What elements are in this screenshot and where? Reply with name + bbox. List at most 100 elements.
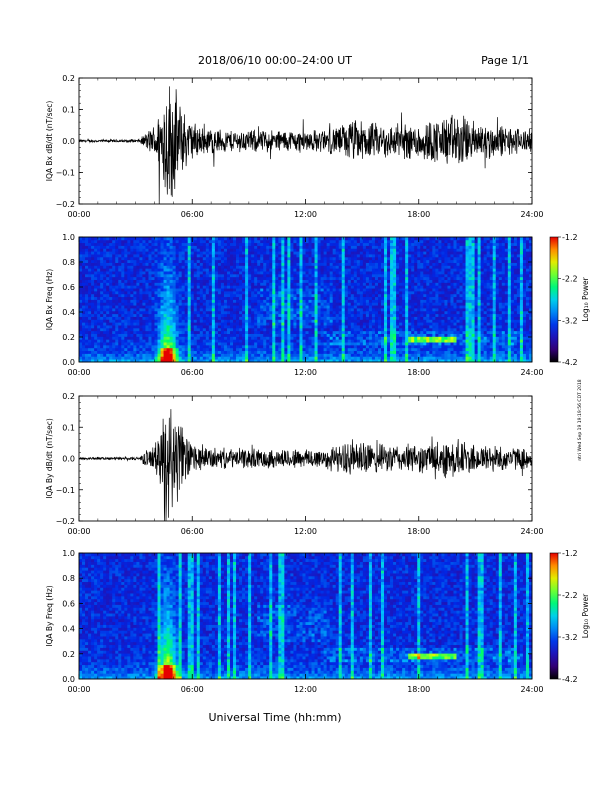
heatmap-cell — [106, 293, 110, 298]
heatmap-cell — [390, 353, 394, 357]
heatmap-cell — [196, 322, 201, 326]
heatmap-cell — [94, 259, 98, 263]
heatmap-cell — [181, 285, 186, 289]
heatmap-cell — [193, 319, 198, 323]
heatmap-cell — [359, 299, 364, 303]
heatmap-cell — [344, 248, 349, 252]
heatmap-cell — [377, 313, 382, 317]
heatmap-cell — [82, 259, 86, 263]
heatmap-cell — [281, 242, 285, 246]
heatmap-cell — [88, 271, 92, 275]
heatmap-cell — [260, 310, 264, 315]
heatmap-cell — [82, 251, 86, 255]
heatmap-cell — [356, 288, 361, 292]
heatmap-cell — [356, 248, 361, 252]
heatmap-cell — [175, 327, 180, 332]
heatmap-cell — [350, 359, 355, 363]
heatmap-cell — [323, 322, 328, 326]
heatmap-cell — [402, 296, 406, 300]
heatmap-cell — [230, 285, 234, 289]
heatmap-cell — [130, 282, 134, 286]
heatmap-cell — [106, 290, 110, 295]
heatmap-cell — [275, 322, 279, 326]
heatmap-cell — [245, 251, 249, 255]
heatmap-cell — [408, 265, 412, 269]
heatmap-cell — [82, 242, 86, 246]
heatmap-cell — [79, 242, 83, 246]
heatmap-cell — [338, 239, 343, 244]
heatmap-cell — [230, 325, 234, 329]
heatmap-cell — [127, 239, 131, 244]
heatmap-cell — [332, 333, 337, 337]
heatmap-cell — [157, 305, 161, 309]
heatmap-cell — [308, 356, 312, 360]
heatmap-cell — [329, 325, 334, 329]
heatmap-cell — [184, 282, 189, 286]
heatmap-cell — [374, 268, 379, 272]
heatmap-cell — [371, 327, 376, 332]
heatmap-cell — [97, 251, 101, 255]
heatmap-cell — [329, 319, 334, 323]
heatmap-cell — [405, 285, 409, 289]
heatmap-cell — [163, 256, 167, 261]
heatmap-cell — [326, 310, 331, 315]
heatmap-cell — [266, 302, 270, 306]
heatmap-cell — [344, 330, 349, 334]
heatmap-cell — [377, 327, 382, 332]
heatmap-cell — [251, 248, 255, 252]
heatmap-cell — [187, 327, 192, 332]
heatmap-cell — [223, 248, 228, 252]
heatmap-cell — [97, 239, 101, 244]
heatmap-cell — [356, 330, 361, 334]
heatmap-cell — [142, 268, 146, 272]
heatmap-cell — [362, 339, 367, 343]
heatmap-cell — [248, 325, 252, 329]
heatmap-cell — [356, 359, 361, 363]
heatmap-cell — [387, 251, 391, 255]
heatmap-cell — [317, 333, 321, 337]
heatmap-cell — [323, 308, 328, 312]
heatmap-cell — [85, 325, 89, 329]
heatmap-cell — [157, 256, 161, 261]
heatmap-cell — [353, 350, 358, 354]
heatmap-cell — [208, 359, 213, 363]
heatmap-cell — [314, 313, 318, 317]
heatmap-cell — [217, 251, 222, 255]
heatmap-cell — [393, 237, 397, 241]
heatmap-cell — [106, 296, 110, 300]
heatmap-cell — [196, 268, 201, 272]
heatmap-cell — [374, 305, 379, 309]
heatmap-cell — [257, 319, 261, 323]
heatmap-cell — [160, 259, 164, 263]
heatmap-cell — [266, 308, 270, 312]
heatmap-cell — [178, 330, 183, 334]
heatmap-cell — [257, 248, 261, 252]
heatmap-cell — [211, 265, 216, 269]
heatmap-cell — [223, 344, 228, 349]
heatmap-cell — [109, 237, 113, 241]
heatmap-cell — [109, 333, 113, 337]
heatmap-cell — [405, 299, 409, 303]
heatmap-cell — [254, 316, 258, 320]
heatmap-cell — [257, 330, 261, 334]
heatmap-cell — [160, 282, 164, 286]
heatmap-cell — [112, 262, 116, 266]
heatmap-cell — [387, 279, 391, 283]
heatmap-cell — [390, 342, 394, 346]
heatmap-cell — [329, 353, 334, 357]
heatmap-cell — [281, 285, 285, 289]
heatmap-cell — [220, 288, 225, 292]
heatmap-cell — [284, 279, 288, 283]
heatmap-cell — [347, 308, 352, 312]
heatmap-cell — [305, 251, 309, 255]
heatmap-cell — [287, 353, 291, 357]
heatmap-cell — [148, 330, 152, 334]
heatmap-cell — [299, 342, 303, 346]
heatmap-cell — [223, 308, 228, 312]
heatmap-cell — [233, 245, 237, 249]
heatmap-cell — [384, 359, 388, 363]
heatmap-cell — [199, 353, 204, 357]
heatmap-cell — [82, 325, 86, 329]
heatmap-cell — [133, 359, 137, 363]
heatmap-cell — [139, 265, 143, 269]
